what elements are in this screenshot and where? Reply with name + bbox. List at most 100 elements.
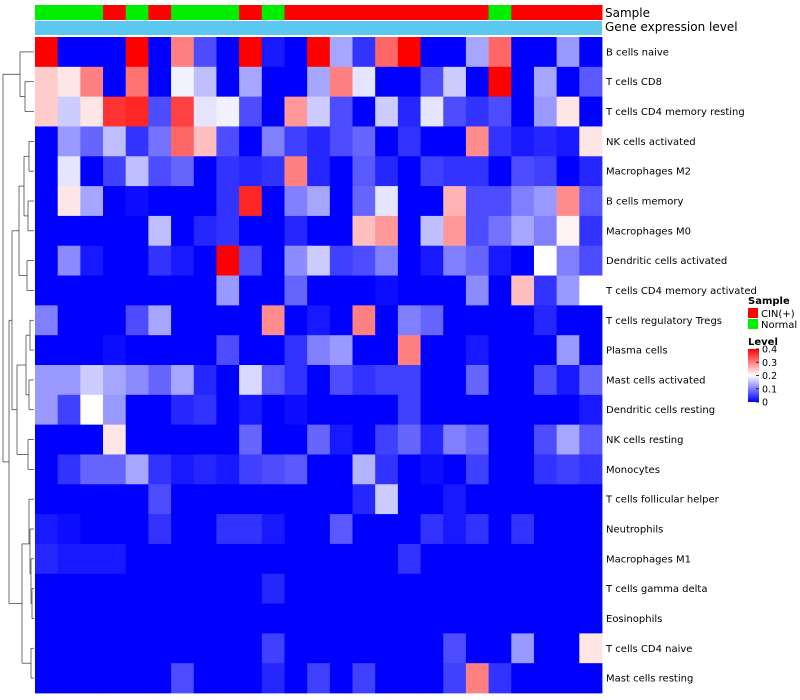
sample-annotation-cell: [103, 5, 127, 20]
heatmap-cell: [35, 335, 59, 366]
heatmap-cell: [375, 663, 399, 694]
heatmap-cell: [261, 365, 285, 396]
heatmap-cell: [284, 275, 308, 306]
heatmap-cell: [443, 335, 467, 366]
sample-annotation-cell: [284, 5, 308, 20]
heatmap-cell: [171, 394, 195, 426]
heatmap-cell: [57, 484, 81, 515]
heatmap-cell: [193, 424, 217, 455]
heatmap-cell: [375, 335, 399, 366]
heatmap-cell: [171, 126, 195, 157]
heatmap-cell: [443, 543, 467, 575]
heatmap-cell: [125, 514, 149, 545]
heatmap-cell: [307, 365, 331, 396]
heatmap-cell: [125, 275, 149, 306]
heatmap-cell: [261, 245, 285, 276]
heatmap-cell: [261, 663, 285, 694]
heatmap-cell: [465, 663, 489, 694]
heatmap-cell: [307, 66, 331, 98]
heatmap-cell: [239, 663, 263, 694]
heatmap-cell: [307, 245, 331, 276]
heatmap-cell: [556, 484, 580, 515]
heatmap-cell: [57, 275, 81, 306]
heatmap-cell: [579, 275, 603, 306]
heatmap-cell: [329, 484, 353, 515]
heatmap-cell: [35, 305, 59, 336]
heatmap-cell: [352, 573, 376, 604]
heatmap-cell: [80, 305, 104, 336]
heatmap-cell: [307, 215, 331, 247]
heatmap-cell: [397, 215, 421, 247]
heatmap-cell: [329, 514, 353, 545]
heatmap-cell: [420, 394, 444, 426]
heatmap-cell: [556, 603, 580, 634]
heatmap-cell: [397, 245, 421, 276]
heatmap-cell: [239, 37, 263, 68]
heatmap-cell: [420, 305, 444, 336]
heatmap-cell: [80, 394, 104, 426]
legend-tick-label: 0.1: [762, 384, 777, 395]
heatmap-cell: [125, 335, 149, 366]
heatmap-cell: [420, 37, 444, 68]
heatmap-cell: [465, 66, 489, 98]
heatmap-cell: [261, 215, 285, 247]
sample-annotation-cell: [511, 5, 535, 20]
heatmap-cell: [375, 365, 399, 396]
heatmap-cell: [35, 484, 59, 515]
heatmap-cell: [307, 305, 331, 336]
heatmap-cell: [556, 543, 580, 575]
heatmap-cell: [193, 543, 217, 575]
heatmap-cell: [352, 335, 376, 366]
heatmap-cell: [307, 275, 331, 306]
legend-swatch-cin: [748, 308, 758, 318]
heatmap-cell: [579, 603, 603, 634]
heatmap-cell: [80, 454, 104, 485]
heatmap-cell: [125, 126, 149, 157]
heatmap-cell: [397, 543, 421, 575]
heatmap-cell: [216, 603, 240, 634]
heatmap-cell: [125, 603, 149, 634]
heatmap-cell: [352, 156, 376, 187]
heatmap-cell: [556, 275, 580, 306]
heatmap-cell: [511, 603, 535, 634]
heatmap-cell: [465, 484, 489, 515]
heatmap-cell: [533, 484, 558, 515]
heatmap-cell: [533, 663, 558, 694]
heatmap-cell: [329, 126, 353, 157]
heatmap-cell: [556, 394, 580, 426]
heatmap-cell: [488, 543, 512, 575]
row-label: T cells CD4 memory activated: [605, 286, 757, 297]
sample-annotation-cell: [420, 5, 444, 20]
heatmap-cell: [579, 305, 603, 336]
row-label: Macrophages M0: [606, 226, 691, 237]
heatmap-cell: [261, 633, 285, 664]
heatmap-cell: [307, 603, 331, 634]
heatmap-cell: [216, 66, 240, 98]
heatmap-cell: [533, 215, 558, 247]
heatmap-cell: [329, 543, 353, 575]
heatmap-cell: [556, 156, 580, 187]
heatmap-cell: [125, 365, 149, 396]
heatmap-cell: [261, 424, 285, 455]
heatmap-cell: [465, 335, 489, 366]
row-label: T cells regulatory Tregs: [605, 316, 722, 327]
heatmap-cell: [511, 573, 535, 604]
heatmap-cell: [57, 454, 81, 485]
heatmap-cell: [239, 424, 263, 455]
heatmap-cell: [465, 215, 489, 247]
heatmap-cell: [352, 454, 376, 485]
heatmap-cell: [57, 365, 81, 396]
heatmap-cell: [35, 424, 59, 455]
heatmap-cell: [125, 186, 149, 217]
heatmap-cell: [352, 275, 376, 306]
heatmap-cell: [556, 96, 580, 127]
heatmap-cell: [420, 573, 444, 604]
heatmap-cell: [488, 633, 512, 664]
heatmap-cell: [57, 514, 81, 545]
heatmap-cell: [103, 394, 127, 426]
heatmap-cell: [397, 424, 421, 455]
heatmap-cell: [284, 573, 308, 604]
heatmap-cell: [329, 394, 353, 426]
heatmap-cell: [579, 394, 603, 426]
